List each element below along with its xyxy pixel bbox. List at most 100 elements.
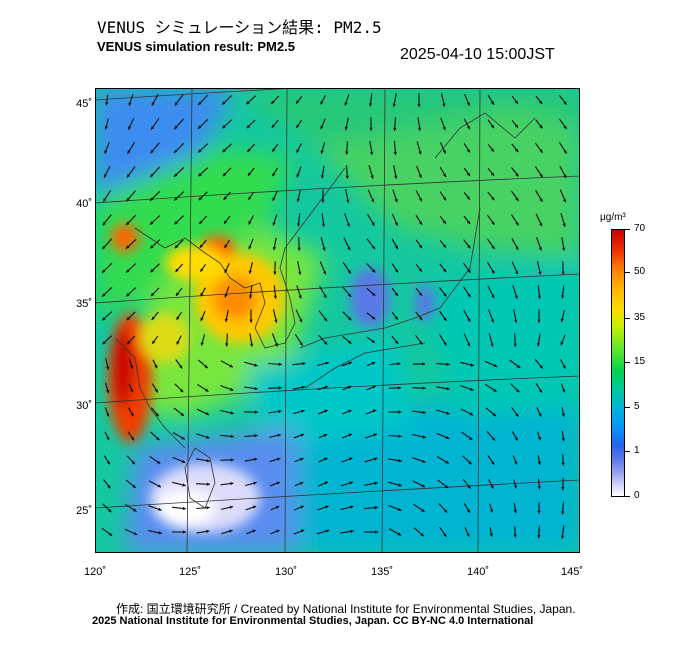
wind-arrow-head: [272, 148, 276, 152]
wind-arrow-head: [398, 410, 402, 414]
wind-arrow-head: [272, 197, 276, 201]
wind-arrow-head: [444, 484, 449, 489]
wind-arrow-head: [422, 459, 426, 463]
lat-label-25: 25˚: [76, 505, 92, 517]
wind-arrow-head: [128, 126, 132, 130]
wind-arrow-head: [393, 127, 397, 131]
wind-arrow-head: [515, 270, 519, 275]
wind-arrow-head: [394, 222, 398, 226]
wind-arrow-head: [466, 149, 470, 153]
wind-vectors: [101, 92, 568, 539]
wind-arrow-head: [107, 484, 111, 489]
wind-arrow-head: [158, 531, 162, 535]
wind-arrow-head: [539, 124, 543, 129]
wind-arrow-head: [179, 388, 184, 393]
wind-arrow-head: [276, 529, 280, 533]
wind-arrow-head: [373, 433, 377, 437]
wind-arrow-head: [369, 151, 374, 155]
wind-arrow-head: [348, 409, 352, 413]
wind-arrow-head: [199, 220, 203, 224]
wind-arrow-head: [106, 436, 110, 441]
wind-arrow-head: [150, 173, 154, 178]
wind-arrow-head: [515, 246, 519, 250]
wind-arrow-head: [300, 433, 304, 437]
wind-arrow-head: [150, 268, 154, 273]
wind-arrow-head: [422, 386, 426, 390]
wind-arrow-head: [537, 319, 541, 323]
wind-arrow-head: [224, 269, 228, 273]
wind-arrow-head: [371, 269, 376, 273]
wind-arrow-head: [442, 196, 446, 201]
wind-arrow-head: [296, 100, 300, 104]
wind-arrow-head: [133, 508, 137, 512]
lon-label-135: 135˚: [370, 566, 394, 578]
wind-arrow-head: [537, 486, 541, 490]
wind-arrow-head: [249, 319, 253, 323]
wind-arrow-head: [102, 245, 106, 250]
wind-arrow-head: [442, 103, 446, 107]
wind-arrow-head: [198, 125, 202, 129]
wind-arrow-head: [298, 271, 302, 275]
wind-arrow-head: [298, 295, 302, 299]
wind-arrow-head: [131, 460, 135, 465]
wind-arrow-head: [273, 271, 277, 275]
wind-arrow-head: [154, 388, 158, 393]
wind-arrow-head: [182, 530, 186, 534]
lon-label-130: 130˚: [274, 566, 298, 578]
wind-arrow-head: [417, 103, 421, 107]
colorbar-label-35: 35: [634, 312, 646, 323]
wind-arrow-head: [277, 433, 281, 437]
wind-arrow-head: [418, 292, 422, 296]
wind-arrow-head: [252, 505, 257, 509]
wind-arrow-head: [300, 505, 304, 509]
wind-arrow-head: [276, 481, 280, 485]
wind-arrow-head: [348, 316, 352, 321]
wind-arrow-head: [374, 481, 378, 485]
wind-arrow-head: [466, 125, 470, 130]
wind-arrow-head: [321, 223, 326, 227]
wind-arrow-head: [536, 343, 541, 347]
wind-arrow-head: [254, 410, 258, 414]
wind-arrow-head: [127, 150, 131, 154]
wind-arrow-head: [398, 434, 402, 438]
colorbar-label-70: 70: [634, 223, 646, 234]
wind-arrow-head: [445, 436, 450, 440]
wind-arrow-head: [538, 389, 542, 393]
wind-arrow-head: [200, 342, 204, 346]
wind-arrow-head: [418, 151, 422, 155]
wind-arrow-head: [394, 245, 398, 250]
wind-arrow-head: [419, 341, 423, 345]
wind-arrow-head: [222, 125, 226, 129]
wind-arrow-head: [347, 385, 352, 389]
wind-arrow-head: [229, 364, 233, 368]
wind-arrow-head: [296, 124, 300, 128]
wind-arrow-head: [152, 340, 156, 344]
wind-arrow-head: [422, 362, 426, 366]
wind-arrow-head: [491, 245, 495, 250]
wind-arrow-head: [248, 270, 252, 274]
lat-label-40: 40˚: [76, 198, 92, 210]
wind-arrow-head: [301, 385, 306, 389]
wind-arrow-head: [158, 507, 162, 511]
wind-arrow-head: [443, 317, 447, 321]
wind-arrow-head: [490, 343, 494, 347]
wind-arrow-head: [515, 413, 519, 417]
wind-arrow-head: [442, 244, 446, 248]
wind-arrow-head: [371, 316, 376, 320]
wind-arrow-head: [126, 174, 131, 178]
wind-arrow-head: [126, 245, 130, 249]
wind-arrow-head: [514, 100, 518, 104]
wind-arrow-head: [537, 510, 541, 514]
wind-arrow-head: [106, 389, 110, 394]
wind-arrow-head: [490, 172, 494, 176]
wind-arrow-head: [563, 150, 567, 154]
wind-arrow-head: [206, 482, 210, 486]
wind-arrow-head: [229, 505, 234, 509]
wind-arrow-head: [345, 175, 349, 179]
wind-arrow-head: [246, 124, 251, 129]
wind-arrow-head: [420, 533, 424, 537]
wind-arrow-head: [344, 126, 348, 131]
copyright-text: 2025 National Institute for Environmenta…: [92, 615, 534, 627]
wind-arrow-head: [392, 103, 396, 107]
wind-arrow-head: [325, 361, 329, 365]
